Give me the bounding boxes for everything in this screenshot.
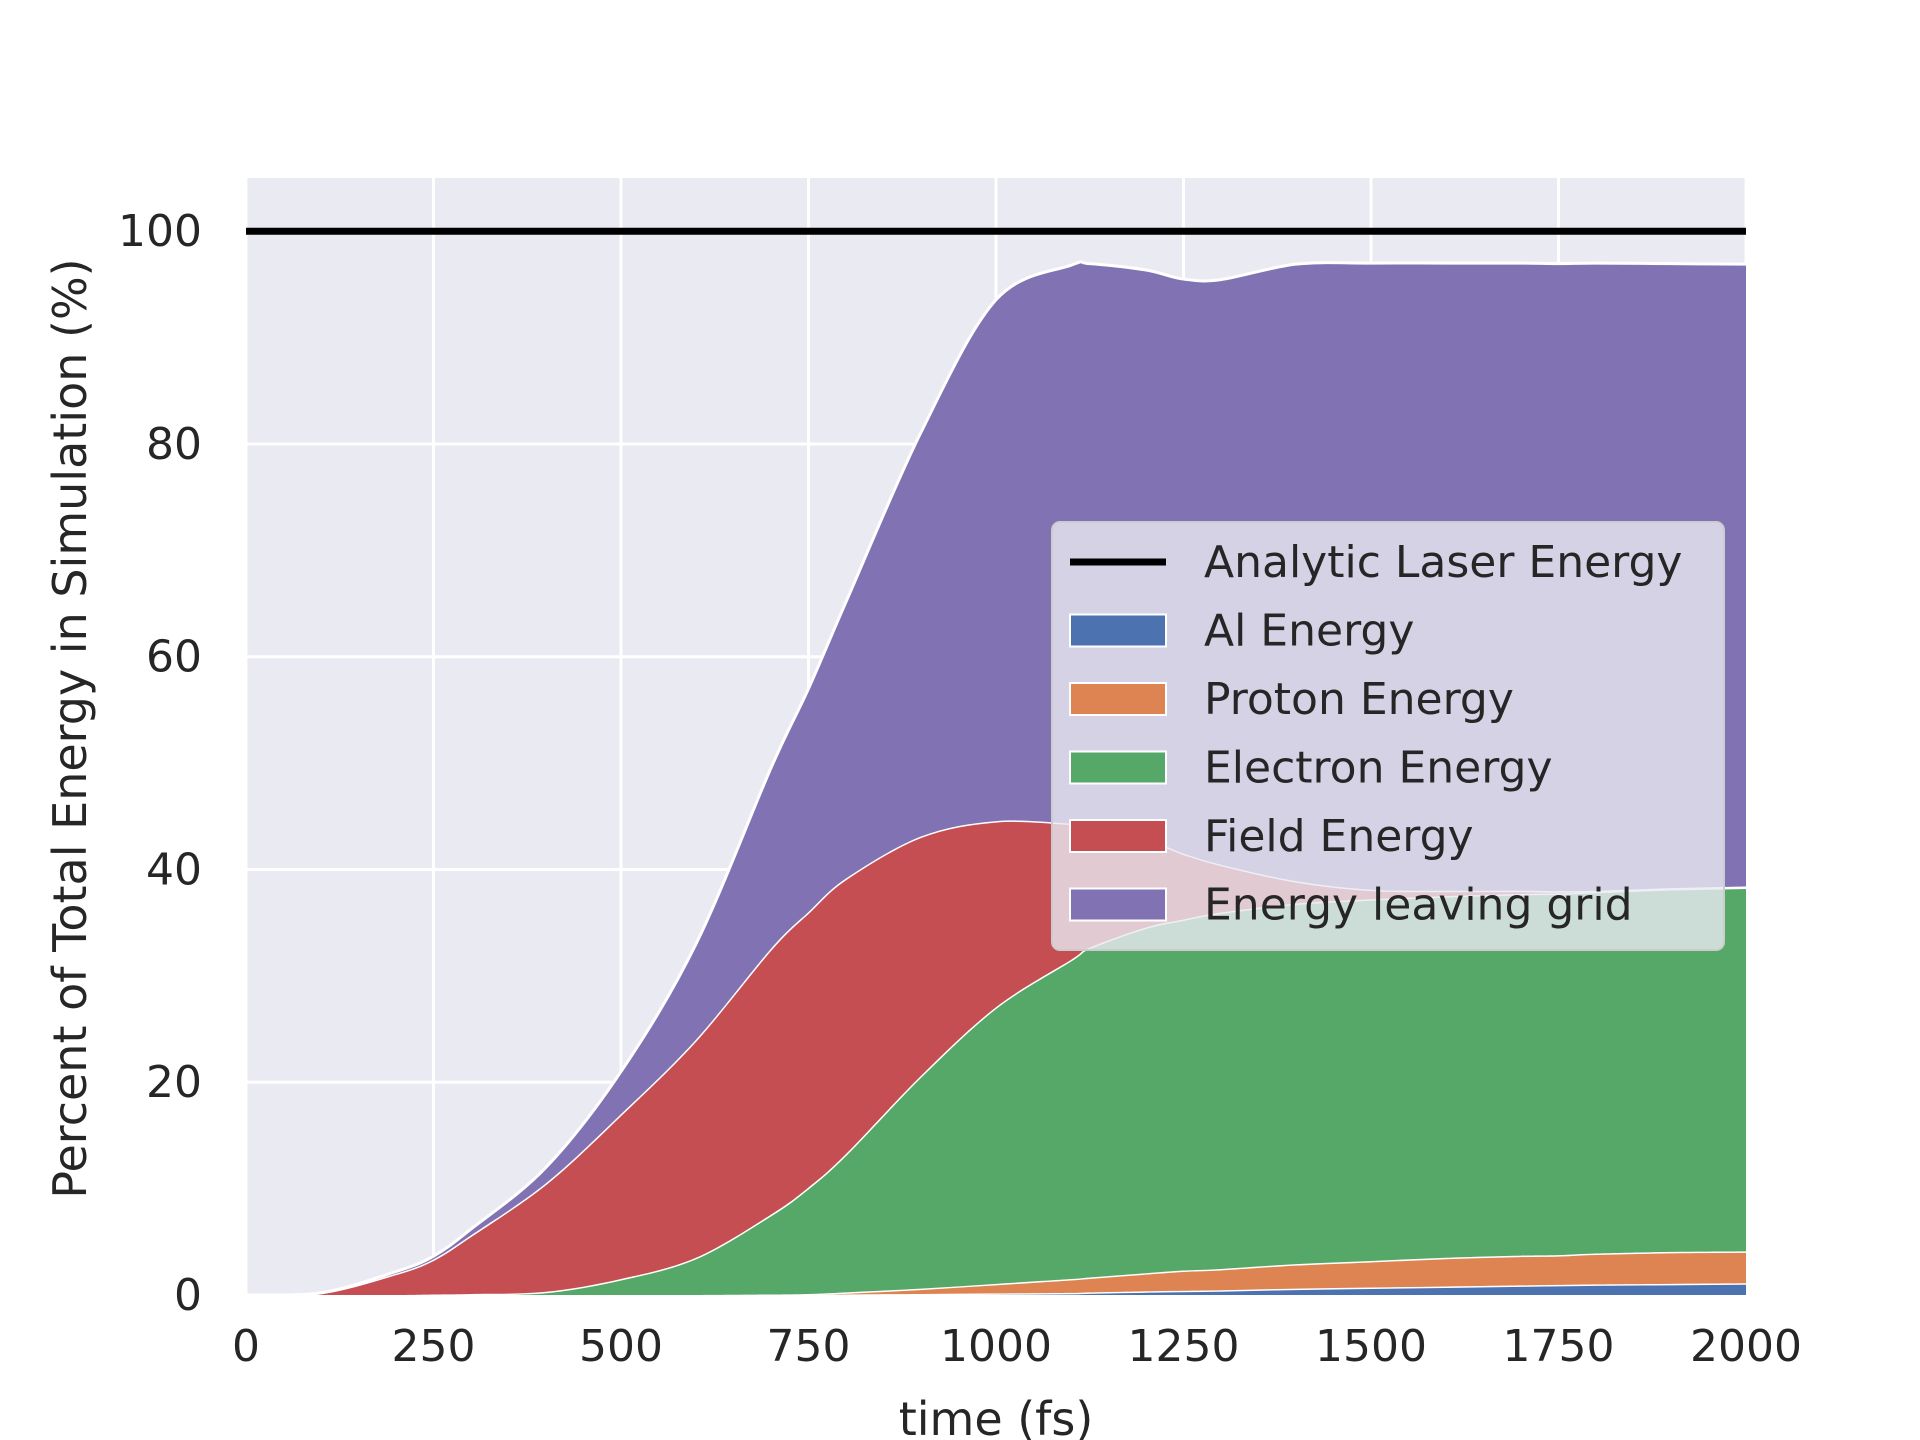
x-tick-label: 500 (579, 1321, 663, 1372)
area-field-energy (246, 820, 1746, 1296)
x-tick-label: 1250 (1128, 1321, 1240, 1372)
y-tick-label: 20 (146, 1057, 202, 1108)
legend-label-al-energy: Al Energy (1204, 606, 1414, 657)
y-tick-label: 100 (118, 206, 202, 257)
y-tick-label: 80 (146, 419, 202, 470)
legend-swatch-energy-leaving-grid (1069, 887, 1167, 922)
legend-box (1051, 521, 1725, 951)
area-al-energy (246, 1283, 1746, 1296)
x-tick-label: 250 (392, 1321, 476, 1372)
y-axis-label: Percent of Total Energy in Simulation (%… (43, 258, 97, 1198)
legend-swatch-electron-energy (1069, 750, 1167, 785)
x-tick-labels: 0 250 500 750 1000 1250 1500 1750 2000 (232, 1321, 1802, 1372)
legend-label-electron-energy: Electron Energy (1204, 743, 1553, 794)
y-tick-label: 0 (174, 1270, 202, 1321)
area-edge-energy-leaving-grid (245, 260, 1747, 1297)
y-tick-label: 40 (146, 844, 202, 895)
x-tick-label: 2000 (1690, 1321, 1802, 1372)
legend-label-energy-leaving-grid: Energy leaving grid (1204, 880, 1633, 931)
legend-swatch-al-energy (1069, 613, 1167, 648)
x-tick-label: 0 (232, 1321, 260, 1372)
legend-label-analytic-laser-energy: Analytic Laser Energy (1204, 537, 1682, 588)
x-tick-label: 1750 (1503, 1321, 1615, 1372)
area-energy-leaving-grid (246, 261, 1746, 1296)
x-tick-label: 1000 (940, 1321, 1052, 1372)
legend-label-field-energy: Field Energy (1204, 811, 1474, 862)
y-tick-labels: 0 20 40 60 80 100 (118, 206, 202, 1321)
x-axis-label: time (fs) (899, 1392, 1094, 1440)
x-tick-label: 1500 (1315, 1321, 1427, 1372)
area-electron-energy (246, 887, 1746, 1296)
x-tick-label: 750 (767, 1321, 851, 1372)
legend-swatch-proton-energy (1069, 682, 1167, 716)
y-tick-label: 60 (146, 632, 202, 683)
legend-swatch-field-energy (1069, 819, 1167, 853)
legend: Analytic Laser Energy Al Energy Proton Ene… (1051, 521, 1725, 951)
legend-label-proton-energy: Proton Energy (1204, 674, 1514, 725)
